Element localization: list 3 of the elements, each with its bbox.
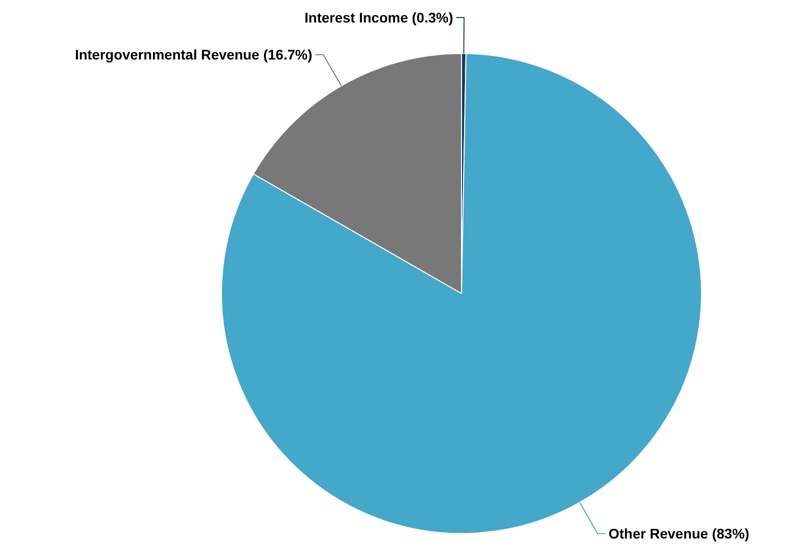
slice-label: Intergovernmental Revenue (16.7%): [74, 46, 312, 63]
slice-label: Interest Income (0.3%): [304, 10, 454, 26]
slice-label: Other Revenue (83%): [608, 526, 750, 542]
